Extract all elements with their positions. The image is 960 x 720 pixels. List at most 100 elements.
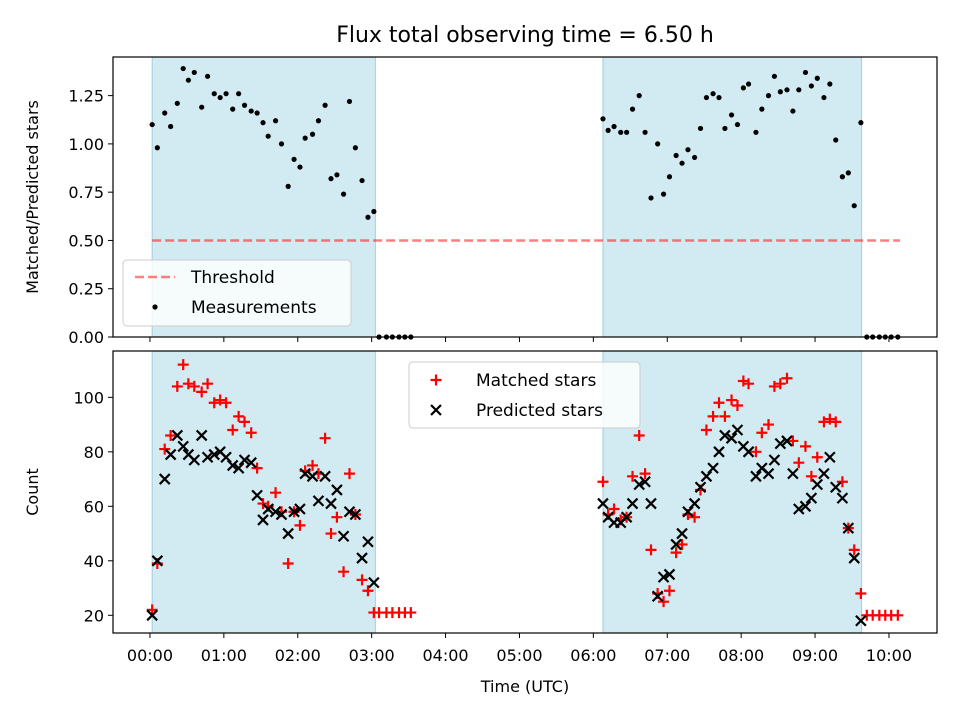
y-tick-label: 0.75 xyxy=(68,183,104,202)
y-tick-label: 20 xyxy=(84,606,104,625)
matched-star-point xyxy=(325,528,337,540)
predicted-star-point xyxy=(238,454,251,466)
predicted-star-point xyxy=(177,440,189,453)
legend-matched-swatch xyxy=(430,374,442,386)
predicted-star-point xyxy=(312,495,325,507)
shaded-interval xyxy=(602,350,863,634)
predicted-star-point xyxy=(620,511,633,523)
matched-star-point xyxy=(270,487,282,499)
matched-star-point xyxy=(208,397,220,409)
predicted-star-point xyxy=(805,492,818,504)
legend-label-threshold: Threshold xyxy=(190,268,275,288)
matched-star-point xyxy=(855,587,867,599)
axes-frame xyxy=(112,56,938,338)
matched-star-point xyxy=(227,424,239,436)
matched-star-point xyxy=(159,443,171,455)
predicted-star-point xyxy=(731,424,744,436)
matched-star-point xyxy=(405,607,417,619)
predicted-star-point xyxy=(633,478,645,491)
predicted-star-point xyxy=(269,505,282,518)
predicted-star-point xyxy=(670,538,682,551)
matched-star-point xyxy=(239,416,251,428)
predicted-star-point xyxy=(855,614,867,627)
measurement-point xyxy=(692,154,698,161)
matched-star-point xyxy=(331,511,343,523)
legend-predicted-swatch xyxy=(430,404,442,416)
measurement-point xyxy=(821,94,827,101)
matched-star-point xyxy=(307,459,319,471)
predicted-star-point xyxy=(768,454,781,466)
x-tick-label: 09:00 xyxy=(792,646,838,665)
predicted-star-point xyxy=(294,503,306,515)
measurement-point xyxy=(814,75,820,81)
matched-star-point xyxy=(202,378,214,390)
matched-star-point xyxy=(756,427,768,439)
measurement-point xyxy=(340,191,347,197)
predicted-star-point xyxy=(811,478,824,491)
predicted-star-point xyxy=(781,435,793,447)
matched-star-point xyxy=(768,380,780,392)
measurement-point xyxy=(753,129,759,135)
measurement-point xyxy=(204,73,211,79)
matched-star-point xyxy=(743,378,755,390)
measurement-point xyxy=(359,177,365,184)
predicted-star-point xyxy=(275,508,288,521)
measurement-point xyxy=(174,100,180,106)
matched-star-point xyxy=(689,511,701,523)
predicted-star-point xyxy=(793,503,805,515)
measurement-point xyxy=(745,81,752,87)
measurement-point xyxy=(716,94,722,101)
predicted-star-point xyxy=(719,429,731,442)
bottom-panel: 20 40 60 80 100 00:00 01:00 02:00 03:00 04:00 05:0… xyxy=(23,350,938,696)
measurement-point xyxy=(236,91,242,97)
y-tick-label: 40 xyxy=(84,552,104,571)
predicted-star-point xyxy=(151,555,164,567)
measurement-point xyxy=(685,147,691,153)
y-tick-label: 1.00 xyxy=(68,135,104,154)
matched-star-point xyxy=(362,585,374,597)
measurement-point xyxy=(845,170,851,176)
predicted-star-point xyxy=(694,481,707,494)
measurement-point xyxy=(784,87,790,93)
matched-star-point xyxy=(700,424,712,436)
predicted-star-point xyxy=(158,473,171,485)
legend-measurements-swatch xyxy=(152,304,158,310)
y-tick-label: 100 xyxy=(73,388,104,407)
measurement-point xyxy=(796,87,802,93)
matched-star-point xyxy=(233,410,245,422)
matched-star-point xyxy=(196,386,208,398)
predicted-star-point xyxy=(597,497,609,510)
measurement-point xyxy=(199,104,205,110)
measurement-point xyxy=(605,127,611,133)
predicted-star-point xyxy=(201,451,214,464)
y-tick-label: 0.00 xyxy=(68,328,104,347)
measurement-point xyxy=(808,83,814,89)
predicted-star-point xyxy=(226,459,239,472)
predicted-star-point xyxy=(368,576,380,589)
matched-star-point xyxy=(824,413,836,425)
measurement-point xyxy=(322,102,328,108)
matched-star-point xyxy=(830,416,842,428)
measurement-point xyxy=(636,93,642,99)
predicted-star-point xyxy=(663,568,676,581)
measurement-point xyxy=(217,94,223,101)
x-axis-label: Time (UTC) xyxy=(480,677,569,696)
matched-star-point xyxy=(811,451,823,463)
predicted-star-point xyxy=(331,484,343,496)
x-tick-label: 00:00 xyxy=(127,646,173,665)
predicted-star-point xyxy=(306,470,319,483)
matched-star-point xyxy=(597,476,609,488)
y-tick-label: 80 xyxy=(84,443,104,462)
y-tick-label: 0.50 xyxy=(68,231,104,250)
measurement-point xyxy=(759,106,765,112)
measurement-point xyxy=(827,81,833,87)
x-tick-label: 05:00 xyxy=(496,646,542,665)
measurement-point xyxy=(710,91,716,97)
measurement-point xyxy=(309,131,316,137)
measurement-point xyxy=(272,118,279,124)
predicted-star-point xyxy=(245,456,257,469)
measurement-point xyxy=(334,172,340,178)
measurement-point xyxy=(278,141,285,147)
x-tick-label: 03:00 xyxy=(349,646,395,665)
